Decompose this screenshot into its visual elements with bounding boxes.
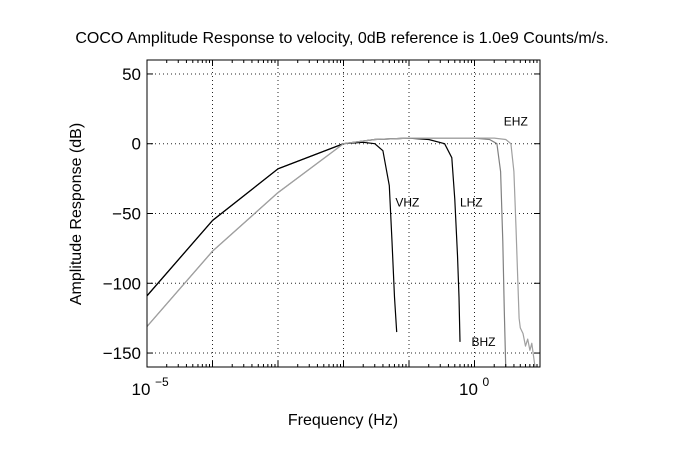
x-tick-label: 10 (459, 380, 478, 399)
series-line-ehz (147, 137, 536, 367)
y-tick-label: 0 (132, 135, 141, 154)
x-axis-label: Frequency (Hz) (288, 412, 398, 429)
series-label-vhz: VHZ (395, 196, 419, 210)
y-axis-label: Amplitude Response (dB) (68, 123, 85, 305)
x-tick-exponent: −5 (155, 375, 169, 389)
series-line-lhz (147, 137, 461, 342)
x-tick-exponent: 0 (483, 375, 490, 389)
series-line-bhz (147, 137, 507, 367)
y-tick-label: −100 (103, 274, 141, 293)
series-labels: VHZ LHZ EHZ BHZ (395, 115, 527, 349)
series-label-bhz: BHZ (472, 335, 496, 349)
grid-lines (147, 60, 540, 367)
series-line-vhz (147, 141, 398, 333)
chart-title: COCO Amplitude Response to velocity, 0dB… (75, 30, 608, 47)
x-tick-label: 10 (132, 380, 151, 399)
y-tick-label: −50 (112, 205, 141, 224)
series-label-ehz: EHZ (504, 115, 528, 129)
y-tick-label: −150 (103, 344, 141, 363)
y-tick-label: 50 (122, 65, 141, 84)
series-label-lhz: LHZ (460, 196, 483, 210)
series-lines (147, 137, 536, 367)
